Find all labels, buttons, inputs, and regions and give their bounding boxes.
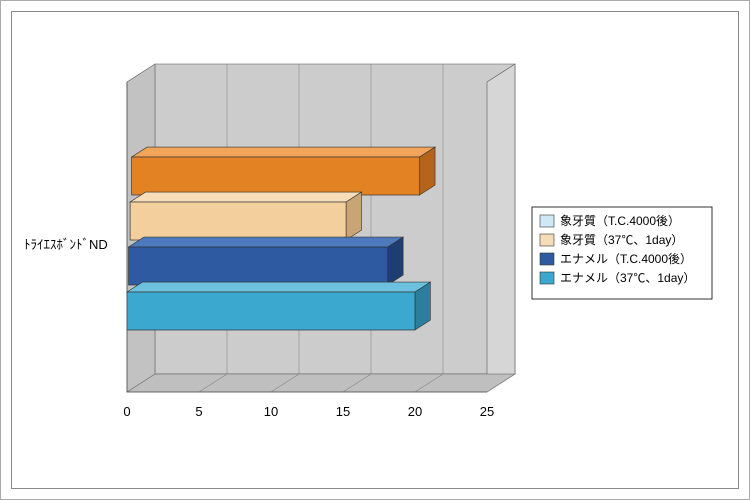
svg-text:20: 20 bbox=[408, 404, 422, 419]
svg-text:25: 25 bbox=[480, 404, 494, 419]
bar-s4 bbox=[132, 157, 420, 195]
svg-text:15: 15 bbox=[336, 404, 350, 419]
legend-label: エナメル（T.C.4000後） bbox=[560, 252, 692, 266]
bar-s2 bbox=[129, 247, 388, 285]
bar-s1 bbox=[127, 292, 415, 330]
svg-text:10: 10 bbox=[264, 404, 278, 419]
legend-label: 象牙質（T.C.4000後） bbox=[560, 213, 680, 228]
legend-swatch bbox=[540, 215, 554, 227]
legend-swatch bbox=[540, 272, 554, 284]
bar-top bbox=[130, 192, 361, 202]
category-label: ﾄﾗｲｴｽﾎﾞﾝﾄﾞND bbox=[24, 237, 108, 252]
bar-s3 bbox=[130, 202, 346, 240]
outer-frame: 0 5 10 15 20 25 ﾄﾗｲｴｽﾎﾞﾝﾄﾞND 象牙質（T.C.4000後） 象牙質（… bbox=[0, 0, 750, 500]
legend-label: 象牙質（37℃、1day） bbox=[560, 232, 683, 247]
svg-text:0: 0 bbox=[123, 404, 130, 419]
bar-top bbox=[132, 147, 435, 157]
legend-swatch bbox=[540, 253, 554, 265]
bar-top bbox=[127, 282, 430, 292]
svg-text:5: 5 bbox=[195, 404, 202, 419]
bar-chart-3d: 0 5 10 15 20 25 ﾄﾗｲｴｽﾎﾞﾝﾄﾞND 象牙質（T.C.4000後） 象牙質（… bbox=[12, 12, 740, 490]
chart-container: 0 5 10 15 20 25 ﾄﾗｲｴｽﾎﾞﾝﾄﾞND 象牙質（T.C.4000後） 象牙質（… bbox=[11, 11, 739, 489]
legend-label: エナメル（37℃、1day） bbox=[560, 271, 695, 285]
bar-top bbox=[129, 237, 404, 247]
legend-swatch bbox=[540, 234, 554, 246]
